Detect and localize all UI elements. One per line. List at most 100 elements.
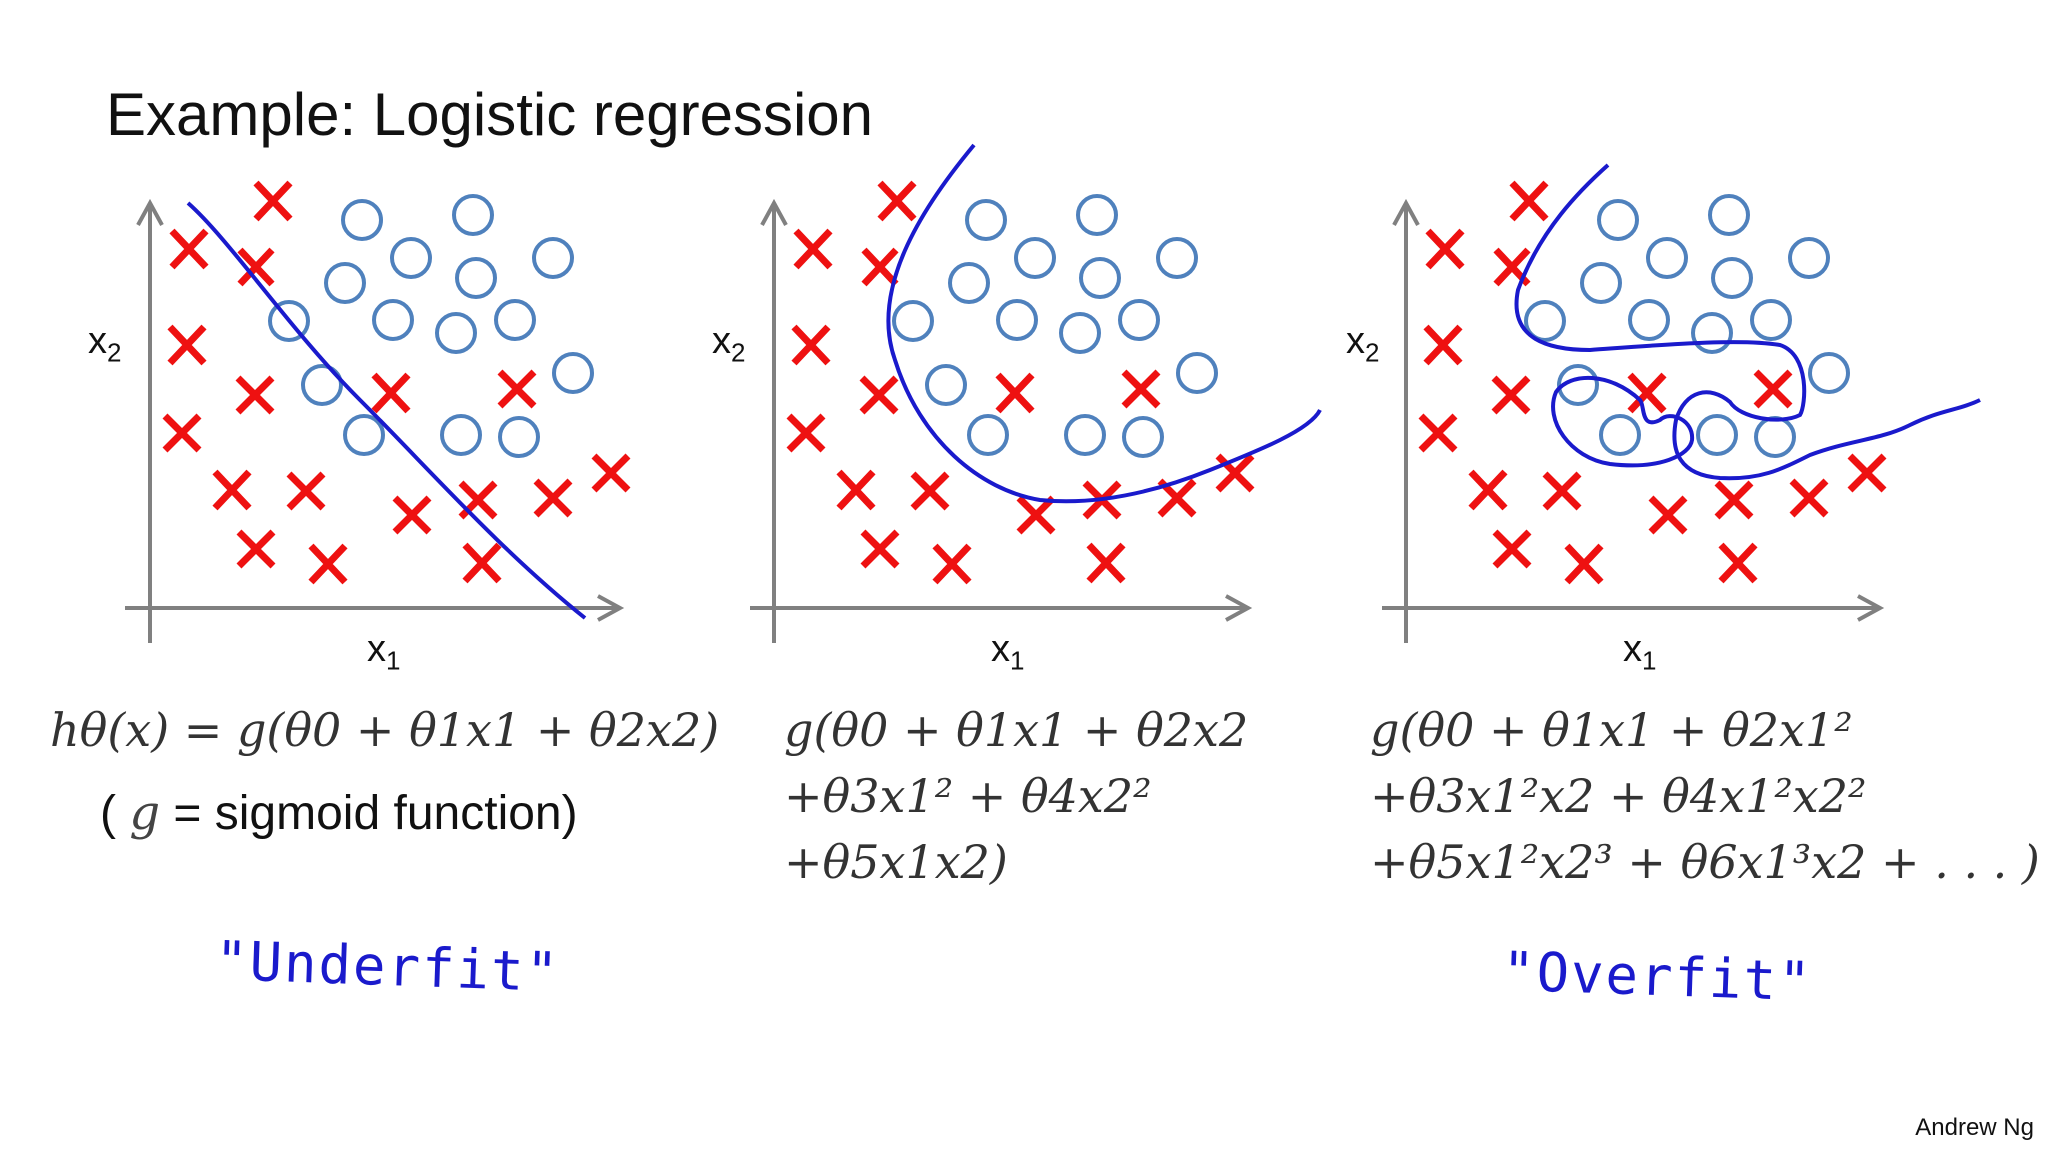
axes (750, 198, 1253, 643)
data-point-circle (498, 416, 540, 458)
data-point-cross (793, 228, 833, 270)
data-point-circle (925, 364, 967, 406)
data-point-circle (435, 312, 477, 354)
data-point-cross (1491, 375, 1531, 415)
data-point-cross (497, 369, 537, 409)
data-point-cross (1086, 542, 1126, 584)
data-point-circle (1557, 364, 1599, 406)
data-point-cross (1718, 542, 1758, 584)
data-point-cross (1492, 529, 1532, 569)
data-point-cross (1789, 478, 1829, 518)
data-point-circle (1118, 299, 1160, 341)
x-axis-arrow (597, 594, 625, 622)
data-point-circle (1711, 257, 1753, 299)
data-point-cross (1423, 324, 1463, 366)
data-point-cross (1648, 495, 1688, 535)
y-axis-arrow (760, 198, 788, 226)
plot-underfit (125, 180, 631, 643)
data-point-circle (996, 299, 1038, 341)
data-point-circle (552, 352, 594, 394)
overfit-annotation: "Overfit" (1500, 939, 1814, 1014)
data-point-cross (1564, 543, 1604, 585)
data-point-circle (1079, 257, 1121, 299)
x-axis-label: x1 (991, 628, 1025, 676)
data-point-cross (286, 471, 326, 511)
data-point-circle (343, 414, 385, 456)
data-point-cross (860, 529, 900, 569)
y-axis-arrow (136, 198, 164, 226)
data-point-cross (236, 529, 276, 569)
data-point-cross (235, 375, 275, 415)
data-point-circle (1788, 237, 1830, 279)
data-point-circle (948, 262, 990, 304)
data-point-cross (1468, 469, 1508, 511)
polynomial-formula: g(θ0 + θ1x1 + θ2x1² +θ3x1²x2 + θ4x1²x2² … (1370, 703, 2040, 889)
x-axis-label: x1 (1623, 628, 1657, 676)
data-point-cross (591, 453, 631, 493)
plot-overfit (1382, 163, 1981, 643)
data-point-cross (237, 247, 275, 287)
data-point-cross (995, 372, 1035, 414)
data-point-circle (341, 199, 383, 241)
y-axis-label: x2 (1346, 320, 1380, 368)
data-point-cross (533, 478, 573, 518)
data-point-circle (892, 300, 934, 342)
circles (268, 194, 594, 458)
data-point-circle (1156, 237, 1198, 279)
data-point-circle (1176, 352, 1218, 394)
data-point-cross (1847, 453, 1887, 493)
data-point-cross (861, 247, 899, 287)
data-point-cross (458, 480, 498, 520)
data-point-circle (1524, 300, 1566, 342)
data-point-circle (372, 299, 414, 341)
circles (892, 194, 1218, 458)
data-point-circle (1014, 237, 1056, 279)
circles (1524, 194, 1850, 458)
data-point-cross (169, 228, 209, 270)
data-point-circle (1064, 414, 1106, 456)
data-point-cross (462, 542, 502, 584)
decision-boundary (886, 143, 1322, 504)
data-point-cross (1753, 369, 1793, 409)
data-point-cross (859, 375, 899, 415)
data-point-circle (452, 194, 494, 236)
x-axis-label: x1 (367, 628, 401, 676)
data-point-circle (1599, 414, 1641, 456)
data-point-circle (440, 414, 482, 456)
data-point-cross (1627, 372, 1667, 414)
crosses (1418, 180, 1887, 585)
data-point-circle (1597, 199, 1639, 241)
data-point-cross (1509, 180, 1549, 222)
data-point-cross (308, 543, 348, 585)
data-point-circle (965, 199, 1007, 241)
hypothesis-formula: hθ(x) = g(θ0 + θ1x1 + θ2x2) (50, 703, 720, 757)
sigmoid-note: ( g = sigmoid function) (100, 785, 578, 841)
data-point-cross (932, 543, 972, 585)
data-point-cross (162, 413, 202, 453)
axes (1382, 198, 1885, 643)
data-point-circle (1646, 237, 1688, 279)
data-point-circle (1691, 312, 1733, 354)
data-point-circle (967, 414, 1009, 456)
x-axis-arrow (1857, 594, 1885, 622)
data-point-cross (167, 324, 207, 366)
data-point-circle (1122, 416, 1164, 458)
data-point-cross (1121, 369, 1161, 409)
quadratic-formula: g(θ0 + θ1x1 + θ2x2 +θ3x1² + θ4x2² +θ5x1x… (784, 703, 1249, 889)
data-point-cross (1542, 471, 1582, 511)
y-axis-label: x2 (712, 320, 746, 368)
data-point-cross (1016, 495, 1056, 535)
data-point-cross (392, 495, 432, 535)
data-point-circle (268, 300, 310, 342)
plot-quadratic (750, 143, 1322, 643)
data-point-cross (371, 372, 411, 414)
author-credit: Andrew Ng (1915, 1114, 2034, 1141)
data-point-cross (1418, 413, 1458, 453)
data-point-cross (1425, 228, 1465, 270)
y-axis-label: x2 (88, 320, 122, 368)
data-point-cross (791, 324, 831, 366)
slide-title: Example: Logistic regression (106, 81, 874, 148)
data-point-cross (1215, 453, 1255, 493)
data-point-circle (1628, 299, 1670, 341)
data-point-circle (455, 257, 497, 299)
